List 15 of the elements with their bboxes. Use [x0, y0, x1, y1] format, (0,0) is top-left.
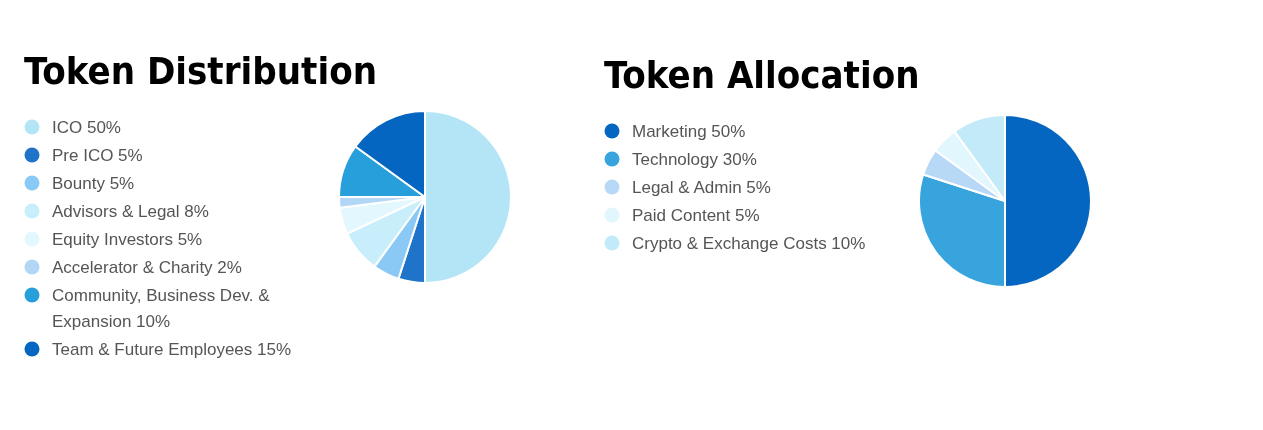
legend-label: Crypto & Exchange Costs 10% — [632, 233, 866, 253]
legend-label: Bounty 5% — [52, 173, 135, 193]
legend-label: Equity Investors 5% — [52, 229, 203, 249]
chart-title: Token Distribution — [24, 49, 377, 93]
legend-label: Team & Future Employees 15% — [52, 339, 292, 359]
legend-label: Community, Business Dev. & Expansion 10% — [52, 285, 271, 331]
legend-label: Marketing 50% — [632, 121, 746, 141]
legend-label: Advisors & Legal 8% — [52, 201, 209, 221]
chart-title: Token Allocation — [604, 53, 920, 97]
legend-label: Accelerator & Charity 2% — [52, 257, 242, 277]
legend-label: Paid Content 5% — [632, 205, 760, 225]
legend-label: Legal & Admin 5% — [632, 177, 771, 197]
legend-label: Pre ICO 5% — [52, 145, 143, 165]
legend-label: Technology 30% — [632, 149, 757, 169]
legend-label: ICO 50% — [52, 117, 121, 137]
